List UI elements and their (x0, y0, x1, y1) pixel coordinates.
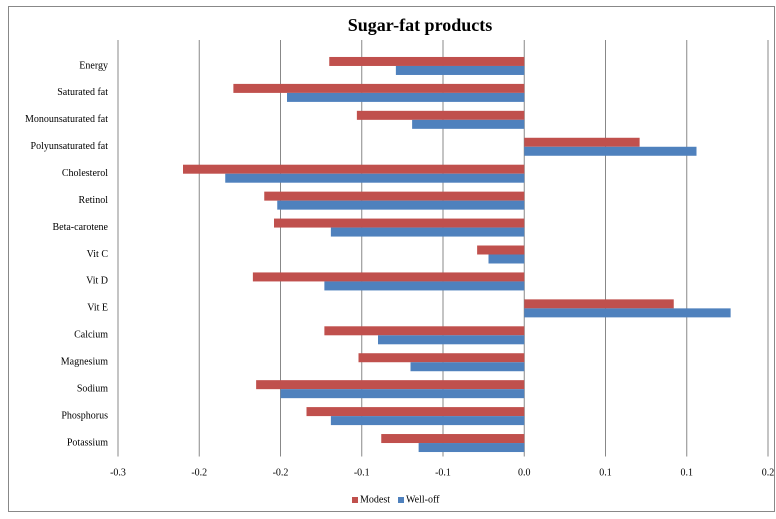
bar (358, 353, 525, 363)
bar (524, 137, 640, 147)
bar (252, 272, 525, 282)
y-tick-label: Calcium (74, 330, 108, 341)
x-tick-label: -0.1 (354, 467, 370, 478)
legend-swatch (398, 497, 404, 503)
chart-title: Sugar-fat products (348, 15, 493, 35)
bar (524, 308, 731, 318)
bar (264, 191, 525, 201)
bar (395, 65, 525, 75)
bar (488, 254, 525, 264)
y-tick-label: Monounsaturated fat (25, 114, 108, 125)
y-tick-label: Saturated fat (57, 87, 108, 98)
x-tick-label: -0.2 (273, 467, 289, 478)
bar (225, 173, 525, 183)
bar (233, 83, 525, 93)
bar (412, 119, 525, 129)
legend-label: Well-off (406, 494, 440, 505)
y-tick-label: Vit D (86, 276, 108, 287)
bar (277, 200, 525, 210)
y-tick-label: Energy (79, 60, 108, 71)
bar (274, 218, 525, 228)
x-tick-label: -0.1 (435, 467, 451, 478)
bar (287, 92, 525, 102)
legend-label: Modest (360, 494, 390, 505)
y-tick-label: Vit C (87, 249, 109, 260)
bar (378, 335, 525, 345)
bar (418, 443, 525, 453)
bar (356, 110, 525, 120)
bar (329, 56, 525, 66)
x-tick-label: 0.0 (518, 467, 531, 478)
y-tick-label: Magnesium (61, 357, 108, 368)
y-tick-label: Potassium (67, 437, 108, 448)
bar (477, 245, 525, 255)
bar (324, 281, 525, 291)
bar (410, 362, 525, 372)
y-tick-label: Polyunsaturated fat (31, 141, 109, 152)
x-tick-label: 0.2 (762, 467, 775, 478)
bar (524, 146, 697, 156)
bar (330, 227, 525, 237)
bar (330, 416, 525, 426)
y-tick-label: Retinol (79, 195, 109, 206)
bar (381, 434, 525, 444)
bar (183, 164, 525, 174)
bar (280, 389, 525, 399)
y-tick-label: Phosphorus (61, 410, 108, 421)
bar (256, 380, 525, 390)
bar (524, 299, 674, 309)
x-tick-label: -0.3 (110, 467, 126, 478)
y-tick-label: Beta-carotene (52, 222, 108, 233)
x-tick-label: 0.1 (599, 467, 612, 478)
x-tick-label: -0.2 (191, 467, 207, 478)
y-tick-label: Vit E (87, 303, 108, 314)
x-tick-label: 0.1 (681, 467, 694, 478)
legend-swatch (352, 497, 358, 503)
bar (306, 407, 525, 417)
bar (324, 326, 525, 336)
y-tick-label: Sodium (77, 383, 108, 394)
y-tick-label: Cholesterol (62, 168, 108, 179)
